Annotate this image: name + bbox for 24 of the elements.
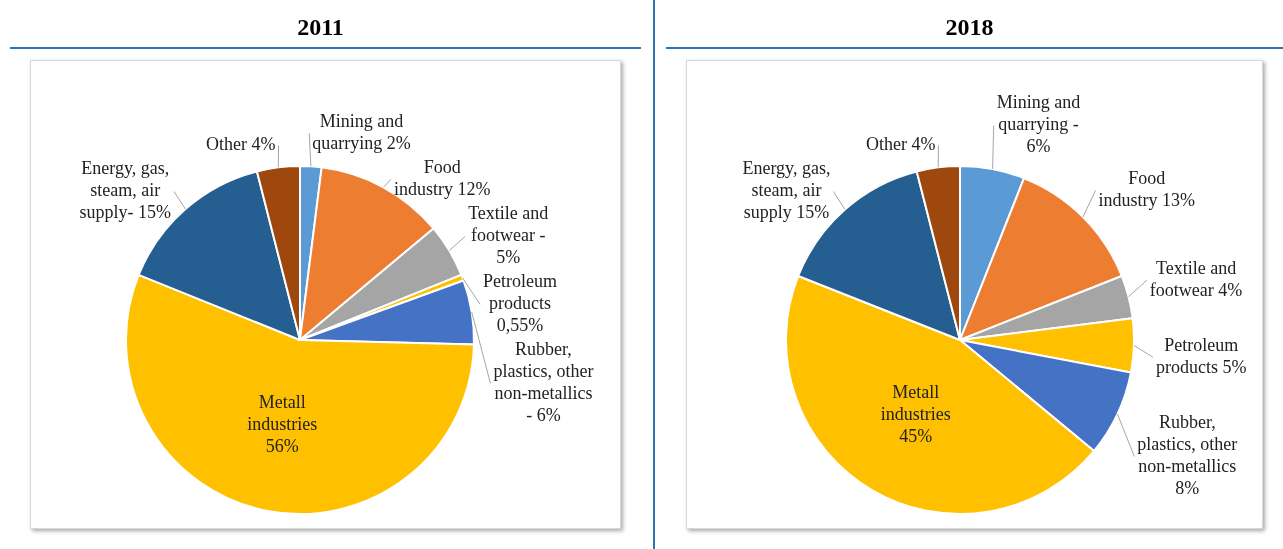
chart-title: 2018 [944,14,995,41]
data-label: 8% [1175,478,1200,499]
data-label: 56% [265,435,299,456]
slice-label: Food industry 13% [1098,168,1196,211]
data-label: 5% [496,247,521,268]
slice-label: Metall industries [247,391,318,434]
slice-label: Petroleum products [482,271,557,314]
slice-label: Other 4% [206,134,276,155]
slice-label: Energy, gas, steam, air supply- 15% [79,158,171,223]
slice-label: Energy, gas, steam, air supply 15% [742,158,831,223]
chart-title: 2011 [296,14,345,41]
data-label: 45% [899,425,933,446]
slice-label: Textile and footwear 4% [1149,257,1243,300]
slice-label: Food industry 12% [393,157,491,200]
slice-label: Mining and quarrying 2% [312,111,411,154]
slice-label: Petroleum products 5% [1155,334,1247,377]
slice-label: Rubber, plastics, other non-metallics [1137,412,1238,477]
slice-label: Mining and quarrying - [996,92,1081,135]
slice-label: Rubber, plastics, other non-metallics - 6% [493,339,594,426]
data-label: 6% [1026,136,1051,157]
slice-label: Other 4% [865,134,936,155]
slice-label: Textile and footwear - [468,203,549,246]
data-label: 0,55% [496,315,544,336]
slice-label: Metall industries [880,381,951,424]
